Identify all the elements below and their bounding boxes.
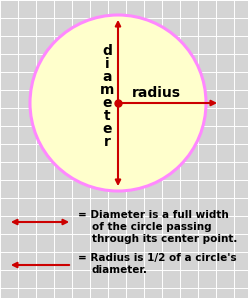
Text: = Diameter is a full width: = Diameter is a full width [78,210,229,220]
Text: i: i [105,57,109,71]
Circle shape [30,15,206,191]
Text: t: t [104,109,110,123]
Text: r: r [104,135,110,149]
Text: e: e [102,96,112,110]
Text: a: a [102,70,112,84]
Text: radius: radius [131,86,181,100]
Text: through its center point.: through its center point. [92,234,237,244]
Text: of the circle passing: of the circle passing [92,222,212,232]
Text: m: m [100,83,114,97]
Text: d: d [102,44,112,58]
Text: = Radius is 1/2 of a circle's: = Radius is 1/2 of a circle's [78,253,237,263]
Text: diameter.: diameter. [92,265,148,275]
Text: e: e [102,122,112,136]
